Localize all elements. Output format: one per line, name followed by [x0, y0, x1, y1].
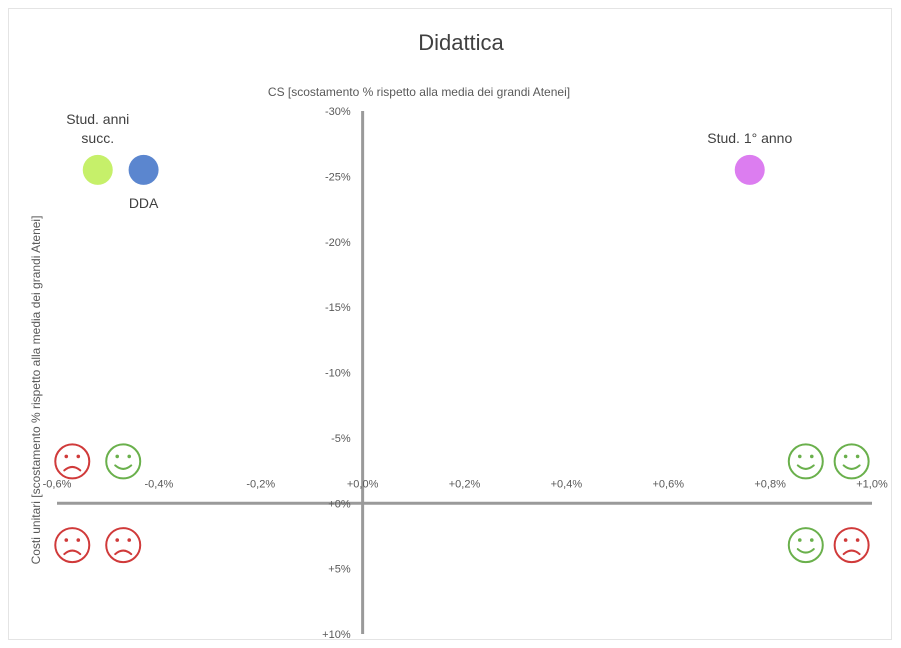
- x-tick-label: +1,0%: [856, 478, 888, 490]
- x-tick-label: +0,2%: [449, 478, 481, 490]
- tick-labels: -0,6% -0,4% -0,2% +0,0% +0,2% +0,4% +0,6% +0,8%…: [43, 106, 888, 641]
- x-tick-label: -0,4%: [145, 478, 174, 490]
- data-label: Stud. 1° anno: [707, 130, 792, 146]
- x-tick-label: -0,2%: [246, 478, 275, 490]
- data-label: DDA: [129, 195, 159, 211]
- data-points: Stud. anni succ. DDA Stud. 1° anno: [66, 111, 792, 211]
- sad-face-icon: [54, 443, 91, 480]
- chart-area: [8, 8, 892, 640]
- happy-face-icon: [833, 443, 870, 480]
- x-tick-label: +0,4%: [551, 478, 583, 490]
- y-tick-label: +5%: [328, 564, 351, 576]
- happy-face-icon: [105, 443, 142, 480]
- x-tick-label: +0,0%: [347, 478, 379, 490]
- y-tick-label: -15%: [325, 302, 351, 314]
- y-tick-label: -30%: [325, 106, 351, 118]
- y-tick-label: -10%: [325, 368, 351, 380]
- y-tick-label: +10%: [322, 629, 351, 641]
- sad-face-icon: [105, 527, 142, 564]
- x-tick-label: +0,6%: [653, 478, 685, 490]
- chart-title: Didattica: [418, 30, 504, 55]
- y-tick-label: -25%: [325, 171, 351, 183]
- happy-face-icon: [787, 443, 824, 480]
- data-point: [82, 154, 113, 185]
- data-label: Stud. anni succ.: [66, 111, 129, 146]
- x-axis-title: CS [scostamento % rispetto alla media de…: [268, 85, 570, 99]
- y-tick-label: -20%: [325, 237, 351, 249]
- data-point: [734, 154, 765, 185]
- sad-face-icon: [54, 527, 91, 564]
- y-tick-label: +0%: [328, 498, 351, 510]
- quadrant-faces: [54, 443, 870, 564]
- y-axis-title: Costi unitari [scostamento % rispetto al…: [29, 216, 43, 565]
- sad-face-icon: [833, 527, 870, 564]
- x-tick-label: +0,8%: [754, 478, 786, 490]
- y-tick-label: -5%: [331, 433, 351, 445]
- happy-face-icon: [787, 527, 824, 564]
- data-point: [128, 154, 159, 185]
- axes: [57, 111, 872, 634]
- x-tick-label: -0,6%: [43, 478, 72, 490]
